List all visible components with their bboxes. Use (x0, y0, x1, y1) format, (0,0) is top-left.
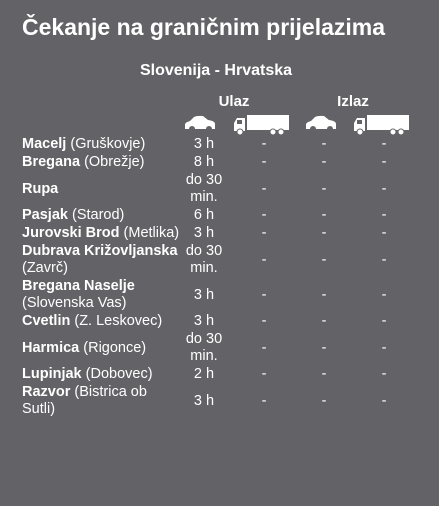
table-row: Pasjak (Starod) 6 h - - - (22, 207, 414, 225)
wait-time: - (381, 392, 387, 409)
table-row: Macelj (Gruškovje) 3 h - - - (22, 136, 414, 154)
crossing-place: (Gruškovje) (70, 136, 146, 152)
wait-time: - (261, 180, 267, 197)
crossing-cell: Macelj (Gruškovje) (22, 136, 182, 154)
crossing-place: (Bistrica ob Sutli) (22, 384, 147, 417)
car-icon (306, 115, 336, 132)
wait-time: - (321, 366, 327, 382)
crossing-cell: Bregana Naselje (Slovenska Vas) (22, 278, 182, 313)
crossing-place: (Obrežje) (84, 154, 145, 170)
wait-time: 6 h (193, 207, 215, 223)
wait-time: - (381, 313, 387, 329)
title: Čekanje na graničnim prijelazima (22, 14, 386, 40)
crossing-place: (Dobovec) (85, 366, 153, 382)
wait-time: - (261, 313, 267, 329)
wait-time: - (261, 136, 267, 152)
table-row: Dubrava Križovljanska (Zavrč) do 30 min. -… (22, 243, 414, 278)
crossing-name: Razvor (22, 384, 71, 400)
crossing-name: Pasjak (22, 207, 68, 223)
wait-time: - (321, 136, 327, 152)
table-row: Razvor (Bistrica ob Sutli) 3 h - - - (22, 384, 414, 419)
crossing-cell: Jurovski Brod (Metlika) (22, 225, 182, 243)
crossing-cell: Lupinjak (Dobovec) (22, 366, 182, 384)
wait-time: - (381, 339, 387, 356)
table-row: Lupinjak (Dobovec) 2 h - - - (22, 366, 414, 384)
group-header: Izlaz (337, 93, 369, 110)
wait-time: - (321, 207, 327, 223)
wait-time: - (261, 286, 267, 303)
crossing-place: (Metlika) (123, 225, 180, 241)
crossing-name: Jurovski Brod (22, 225, 120, 241)
table-row: Harmica (Rigonce) do 30 min. - - - (22, 331, 414, 366)
table-row: Jurovski Brod (Metlika) 3 h - - - (22, 225, 414, 243)
wait-time: 3 h (193, 286, 215, 303)
wait-time: 3 h (193, 136, 215, 152)
crossing-name: Cvetlin (22, 313, 71, 329)
wait-time: 3 h (193, 392, 215, 409)
crossing-name: Bregana (22, 154, 81, 170)
wait-time: 3 h (193, 225, 215, 241)
wait-time: do 30 min. (185, 331, 223, 364)
wait-time: - (321, 180, 327, 197)
wait-time: - (381, 207, 387, 223)
wait-time: - (321, 339, 327, 356)
wait-time: - (261, 339, 267, 356)
wait-time: - (381, 154, 387, 170)
wait-time: - (381, 225, 387, 241)
wait-time: - (381, 251, 387, 268)
crossing-place: (Z. Leskovec) (74, 313, 163, 329)
wait-time: - (381, 286, 387, 303)
crossing-cell: Harmica (Rigonce) (22, 331, 182, 366)
wait-time: - (381, 366, 387, 382)
crossing-place: (Zavrč) (22, 260, 68, 276)
crossing-cell: Pasjak (Starod) (22, 207, 182, 225)
wait-time: - (261, 366, 267, 382)
wait-time: - (381, 180, 387, 197)
crossing-place: (Starod) (72, 207, 125, 223)
crossing-name: Macelj (22, 136, 67, 152)
wait-time: - (321, 154, 327, 170)
wait-time: - (321, 286, 327, 303)
wait-time: - (261, 207, 267, 223)
table-row: Bregana (Obrežje) 8 h - - - (22, 154, 414, 172)
waiting-table: Macelj (Gruškovje) 3 h - - - Bregana (Obrežje… (22, 136, 414, 419)
crossing-cell: Cvetlin (Z. Leskovec) (22, 313, 182, 331)
wait-time: 8 h (193, 154, 215, 170)
wait-time: - (321, 392, 327, 409)
crossing-cell: Razvor (Bistrica ob Sutli) (22, 384, 182, 419)
wait-time: 2 h (193, 366, 215, 382)
group-header: Ulaz (218, 93, 250, 110)
crossing-place: (Rigonce) (83, 339, 147, 356)
truck-icon (234, 115, 289, 136)
wait-time: - (261, 154, 267, 170)
table-row: Cvetlin (Z. Leskovec) 3 h - - - (22, 313, 414, 331)
wait-time: - (321, 313, 327, 329)
table-row: Rupa do 30 min. - - - (22, 172, 414, 207)
crossing-cell: Rupa (22, 172, 182, 207)
table-row: Bregana Naselje (Slovenska Vas) 3 h - - - (22, 278, 414, 313)
crossing-name: Rupa (22, 180, 59, 197)
wait-time: - (321, 251, 327, 268)
wait-time: - (321, 225, 327, 241)
car-icon (185, 115, 215, 132)
crossing-name: Harmica (22, 339, 80, 356)
crossing-place: (Slovenska Vas) (22, 295, 127, 311)
wait-time: do 30 min. (185, 172, 223, 205)
wait-time: - (261, 225, 267, 241)
subtitle: Slovenija - Hrvatska (139, 62, 293, 79)
wait-time: - (261, 392, 267, 409)
wait-time: - (381, 136, 387, 152)
truck-icon (354, 115, 409, 136)
wait-time: do 30 min. (185, 243, 223, 276)
crossing-name: Dubrava Križovljanska (22, 243, 178, 259)
wait-time: - (261, 251, 267, 268)
crossing-cell: Dubrava Križovljanska (Zavrč) (22, 243, 182, 278)
crossing-cell: Bregana (Obrežje) (22, 154, 182, 172)
crossing-name: Bregana Naselje (22, 278, 135, 294)
wait-time: 3 h (193, 313, 215, 329)
crossing-name: Lupinjak (22, 366, 82, 382)
